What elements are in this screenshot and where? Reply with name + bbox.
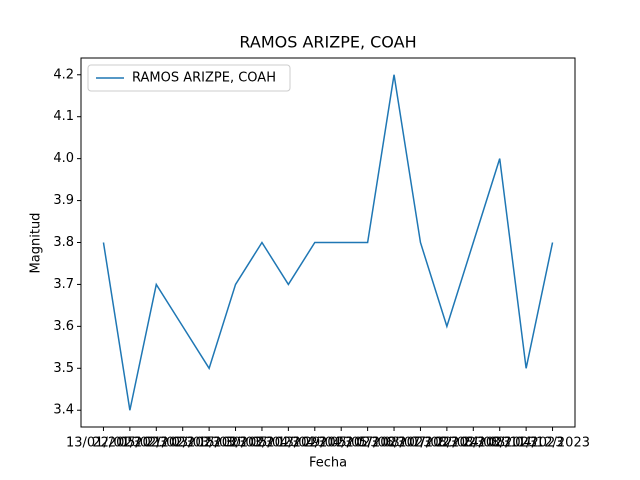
y-tick-label: 4.0 [53, 151, 74, 166]
plot-frame [80, 57, 576, 428]
y-tick-label: 3.7 [53, 277, 74, 292]
x-tick-label: 05/04/2023 [251, 436, 326, 451]
y-axis-label: Magnitud [29, 213, 44, 274]
y-tick-label: 3.8 [53, 235, 74, 250]
legend-label: RAMOS ARIZPE, COAH [132, 71, 276, 86]
x-tick-label: 03/03/2023 [172, 436, 247, 451]
y-tick-label: 3.5 [53, 361, 74, 376]
x-tick-label: 22/01/2023 [92, 436, 167, 451]
legend-box [87, 64, 291, 92]
line-series [102, 74, 554, 411]
x-tick-label: 13/04/2023 [277, 436, 352, 451]
x-tick-label: 05/05/2023 [330, 436, 405, 451]
x-tick-label: 08/07/2023 [383, 436, 458, 451]
y-tick-label: 4.1 [53, 109, 74, 124]
x-tick-label: 24/08/2023 [462, 436, 537, 451]
x-axis-label: Fecha [309, 456, 347, 471]
y-tick-label: 3.9 [53, 193, 74, 208]
x-tick-label: 08/11/2023 [489, 436, 564, 451]
x-tick-label: 30/03/2023 [224, 436, 299, 451]
x-tick-label: 07/08/2023 [409, 436, 484, 451]
x-tick-label: 07/06/2023 [357, 436, 432, 451]
x-tick-label: 29/04/2023 [304, 436, 379, 451]
x-tick-label: 04/12/2023 [515, 436, 590, 451]
x-tick-label: 13/01/2023 [66, 436, 141, 451]
y-tick-label: 4.2 [53, 67, 74, 82]
x-tick-label: 21/02/2023 [145, 436, 220, 451]
chart-title: RAMOS ARIZPE, COAH [239, 33, 416, 52]
y-tick-label: 3.6 [53, 319, 74, 334]
y-tick-label: 3.4 [53, 403, 74, 418]
x-tick-label: 05/02/2023 [119, 436, 194, 451]
x-tick-label: 15/03/2023 [198, 436, 273, 451]
x-tick-label: 22/08/2023 [436, 436, 511, 451]
